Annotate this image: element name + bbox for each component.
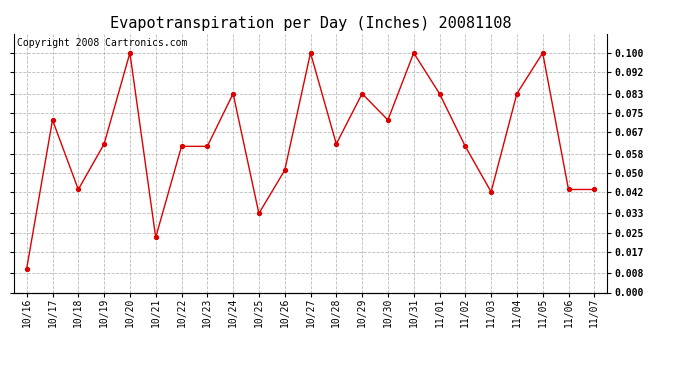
Text: Copyright 2008 Cartronics.com: Copyright 2008 Cartronics.com [17, 38, 187, 48]
Title: Evapotranspiration per Day (Inches) 20081108: Evapotranspiration per Day (Inches) 2008… [110, 16, 511, 31]
